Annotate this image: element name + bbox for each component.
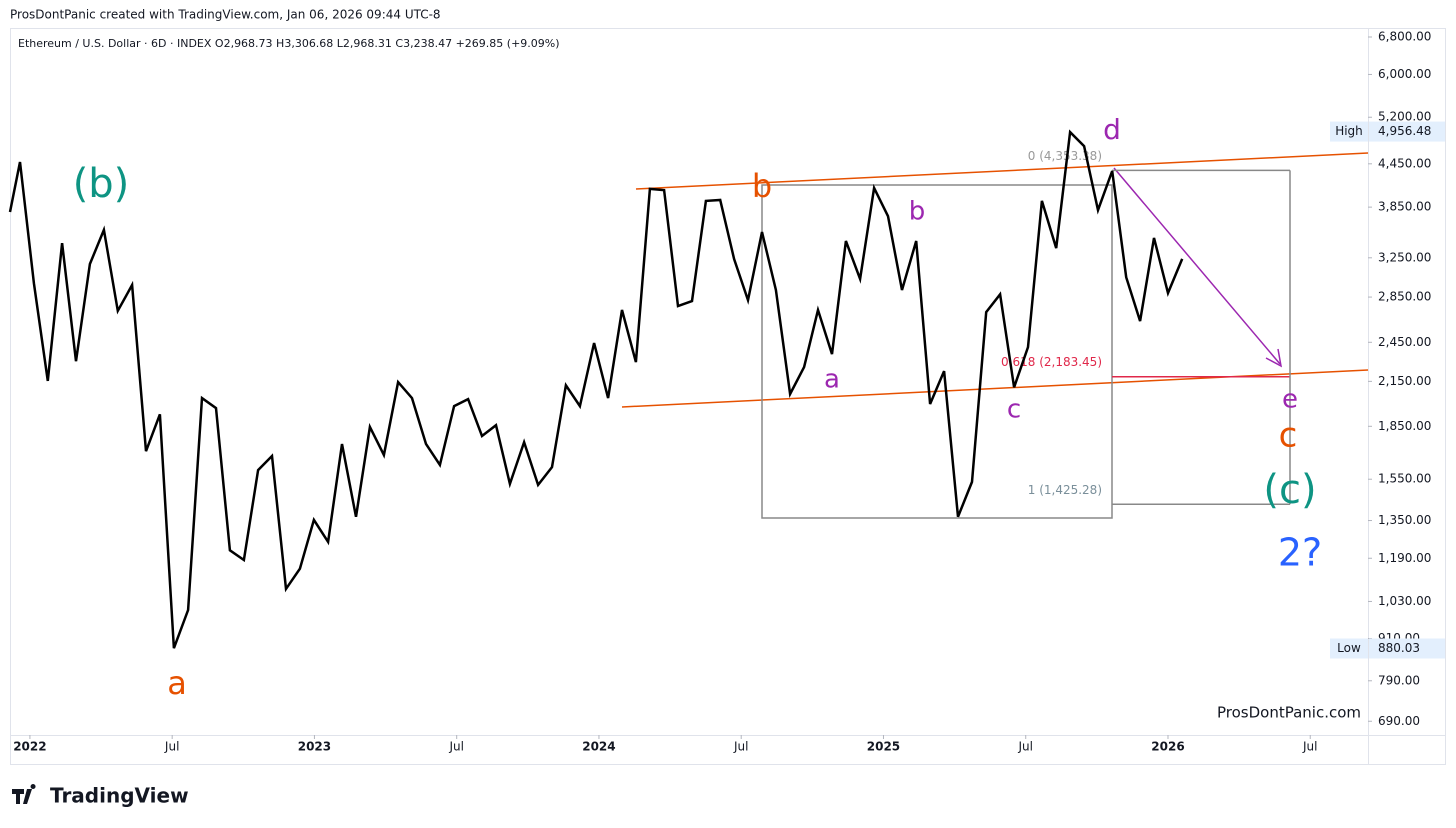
y-tick-label: 1,030.00 xyxy=(1378,594,1431,608)
y-tick-label: 5,200.00 xyxy=(1378,110,1431,124)
wave-label: d xyxy=(1103,113,1121,146)
high-value: 4,956.48 xyxy=(1378,124,1431,138)
high-badge xyxy=(1330,121,1368,142)
y-tick-label: 790.00 xyxy=(1378,673,1420,687)
logo-icon xyxy=(12,784,36,804)
wave-label: c xyxy=(1279,416,1298,456)
low-label: Low xyxy=(1337,641,1361,655)
low-value: 880.03 xyxy=(1378,641,1420,655)
x-tick-label: 2022 xyxy=(13,740,46,754)
x-tick-label: Jul xyxy=(733,740,748,754)
frame xyxy=(10,28,1446,765)
y-tick-label: 3,250.00 xyxy=(1378,250,1431,264)
symbol-legend: Ethereum / U.S. Dollar · 6D · INDEX O2,9… xyxy=(18,37,560,50)
low-value-badge xyxy=(1369,638,1445,659)
wave-label: (b) xyxy=(73,161,130,207)
x-tick-label: 2024 xyxy=(582,740,615,754)
wave-label: b xyxy=(752,167,772,205)
low-badge xyxy=(1330,638,1368,659)
fib-label: 0 (4,353.38) xyxy=(1028,149,1102,163)
wave-label: (c) xyxy=(1263,467,1316,513)
x-tick-label: Jul xyxy=(1302,740,1317,754)
fib-label: 1 (1,425.28) xyxy=(1028,483,1102,497)
y-tick-label: 6,800.00 xyxy=(1378,30,1431,44)
fib-label: 0.618 (2,183.45) xyxy=(1001,355,1102,369)
y-tick-label: 1,190.00 xyxy=(1378,551,1431,565)
wave-label: a xyxy=(167,664,187,702)
wave-label: e xyxy=(1282,385,1298,415)
y-tick-label: 3,850.00 xyxy=(1378,200,1431,214)
wave-label: a xyxy=(824,365,840,395)
y-tick-label: 1,350.00 xyxy=(1378,513,1431,527)
y-tick-label: 4,450.00 xyxy=(1378,156,1431,170)
projection-arrow xyxy=(1113,167,1281,365)
y-tick-label: 1,550.00 xyxy=(1378,472,1431,486)
high-value-badge xyxy=(1369,121,1445,142)
brand-logo: TradingView xyxy=(12,784,189,808)
x-tick-label: 2023 xyxy=(298,740,331,754)
y-tick-label: 1,850.00 xyxy=(1378,419,1431,433)
price-line xyxy=(8,129,1184,649)
x-tick-label: 2025 xyxy=(867,740,900,754)
y-tick-label: 690.00 xyxy=(1378,714,1420,728)
brand: TradingView xyxy=(50,784,189,808)
y-tick-label: 6,000.00 xyxy=(1378,67,1431,81)
watermark: ProsDontPanic.com xyxy=(1217,704,1361,722)
y-tick-label: 2,150.00 xyxy=(1378,374,1431,388)
high-label: High xyxy=(1335,124,1363,138)
arrow-head xyxy=(1265,348,1283,368)
range-box xyxy=(761,184,1113,519)
y-tick-label: 2,450.00 xyxy=(1378,335,1431,349)
credit: ProsDontPanic created with TradingView.c… xyxy=(10,8,441,22)
wave-label: 2? xyxy=(1278,531,1322,575)
upper-trendline xyxy=(635,152,1369,190)
x-tick-label: Jul xyxy=(1017,740,1032,754)
wave-label: c xyxy=(1007,395,1021,425)
x-tick-label: 2026 xyxy=(1151,740,1184,754)
x-tick-label: Jul xyxy=(164,740,179,754)
wave-label: b xyxy=(909,197,926,227)
x-tick-label: Jul xyxy=(448,740,463,754)
y-tick-label: 2,850.00 xyxy=(1378,290,1431,304)
